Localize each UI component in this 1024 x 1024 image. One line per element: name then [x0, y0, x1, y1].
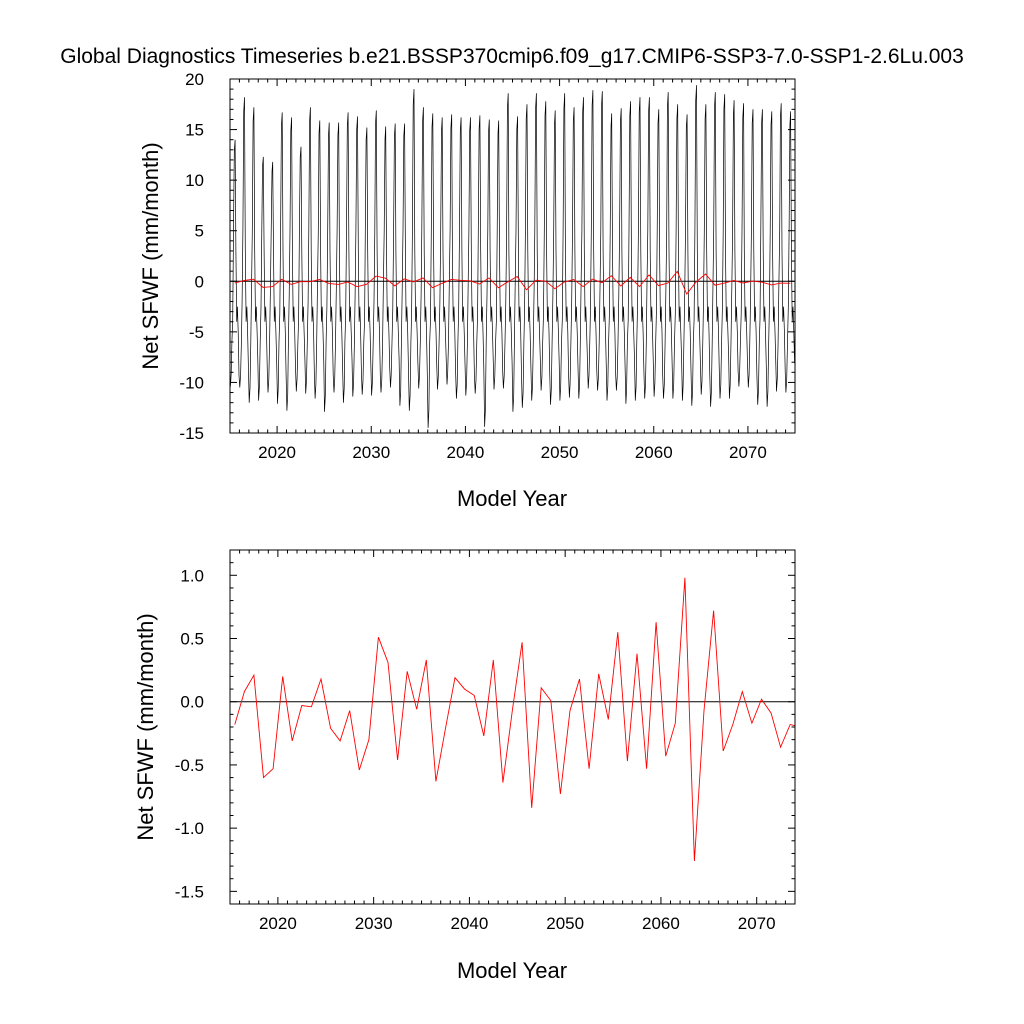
- x-tick-label: 2020: [259, 914, 297, 933]
- timeseries-panel: -15 -10 -5 0 5 10 15 20 2020 2030 2040 2050 2060 207…: [138, 70, 796, 511]
- y-tick-label: -10: [179, 373, 204, 392]
- x-tick-labels: 2020 2030 2040 2050 2060 2070: [258, 443, 767, 462]
- x-tick-label: 2070: [729, 443, 767, 462]
- annual-series-line: [234, 270, 791, 295]
- y-tick-labels: -15 -10 -5 0 5 10 15 20: [179, 70, 204, 443]
- x-tick-label: 2030: [355, 914, 393, 933]
- x-axis-label: Model Year: [457, 958, 567, 983]
- monthly-series-line: [230, 85, 795, 428]
- y-tick-label: -5: [189, 323, 204, 342]
- x-tick-label: 2020: [258, 443, 296, 462]
- y-tick-label: 5: [195, 222, 204, 241]
- y-tick-label: 20: [185, 70, 204, 89]
- x-axis-label: Model Year: [457, 486, 567, 511]
- x-tick-label: 2040: [450, 914, 488, 933]
- y-tick-label: -0.5: [175, 756, 204, 775]
- annual-series-line: [234, 577, 795, 862]
- x-tick-labels: 2020 2030 2040 2050 2060 2070: [259, 914, 776, 933]
- y-tick-label: 10: [185, 171, 204, 190]
- y-tick-label: 15: [185, 121, 204, 140]
- y-tick-label: -1.0: [175, 819, 204, 838]
- x-tick-label: 2070: [738, 914, 776, 933]
- x-tick-label: 2060: [635, 443, 673, 462]
- tick-marks: [229, 549, 796, 905]
- x-tick-label: 2040: [447, 443, 485, 462]
- x-tick-label: 2050: [546, 914, 584, 933]
- x-tick-label: 2030: [352, 443, 390, 462]
- plot-area: [230, 85, 795, 428]
- plot-area: [230, 577, 795, 862]
- tick-marks: [229, 78, 796, 434]
- y-axis-label: Net SFWF (mm/month): [133, 613, 158, 840]
- y-tick-label: 0.5: [180, 630, 204, 649]
- annual-mean-panel: -1.5-1.0-0.50.00.51.0 2020 2030 2040 2050 20…: [133, 549, 796, 983]
- y-tick-labels: -1.5 -1.0 -0.5 0.0 0.5 1.0: [175, 566, 204, 901]
- y-tick-label: 1.0: [180, 566, 204, 585]
- y-tick-label: -15: [179, 424, 204, 443]
- plot-frame: [229, 549, 796, 905]
- x-tick-label: 2050: [541, 443, 579, 462]
- x-tick-label: 2060: [642, 914, 680, 933]
- figure-title: Global Diagnostics Timeseries b.e21.BSSP…: [60, 45, 964, 68]
- y-tick-label: -1.5: [175, 882, 204, 901]
- y-axis-label: Net SFWF (mm/month): [138, 142, 163, 369]
- y-tick-label: 0: [195, 272, 204, 291]
- y-tick-label: 0.0: [180, 693, 204, 712]
